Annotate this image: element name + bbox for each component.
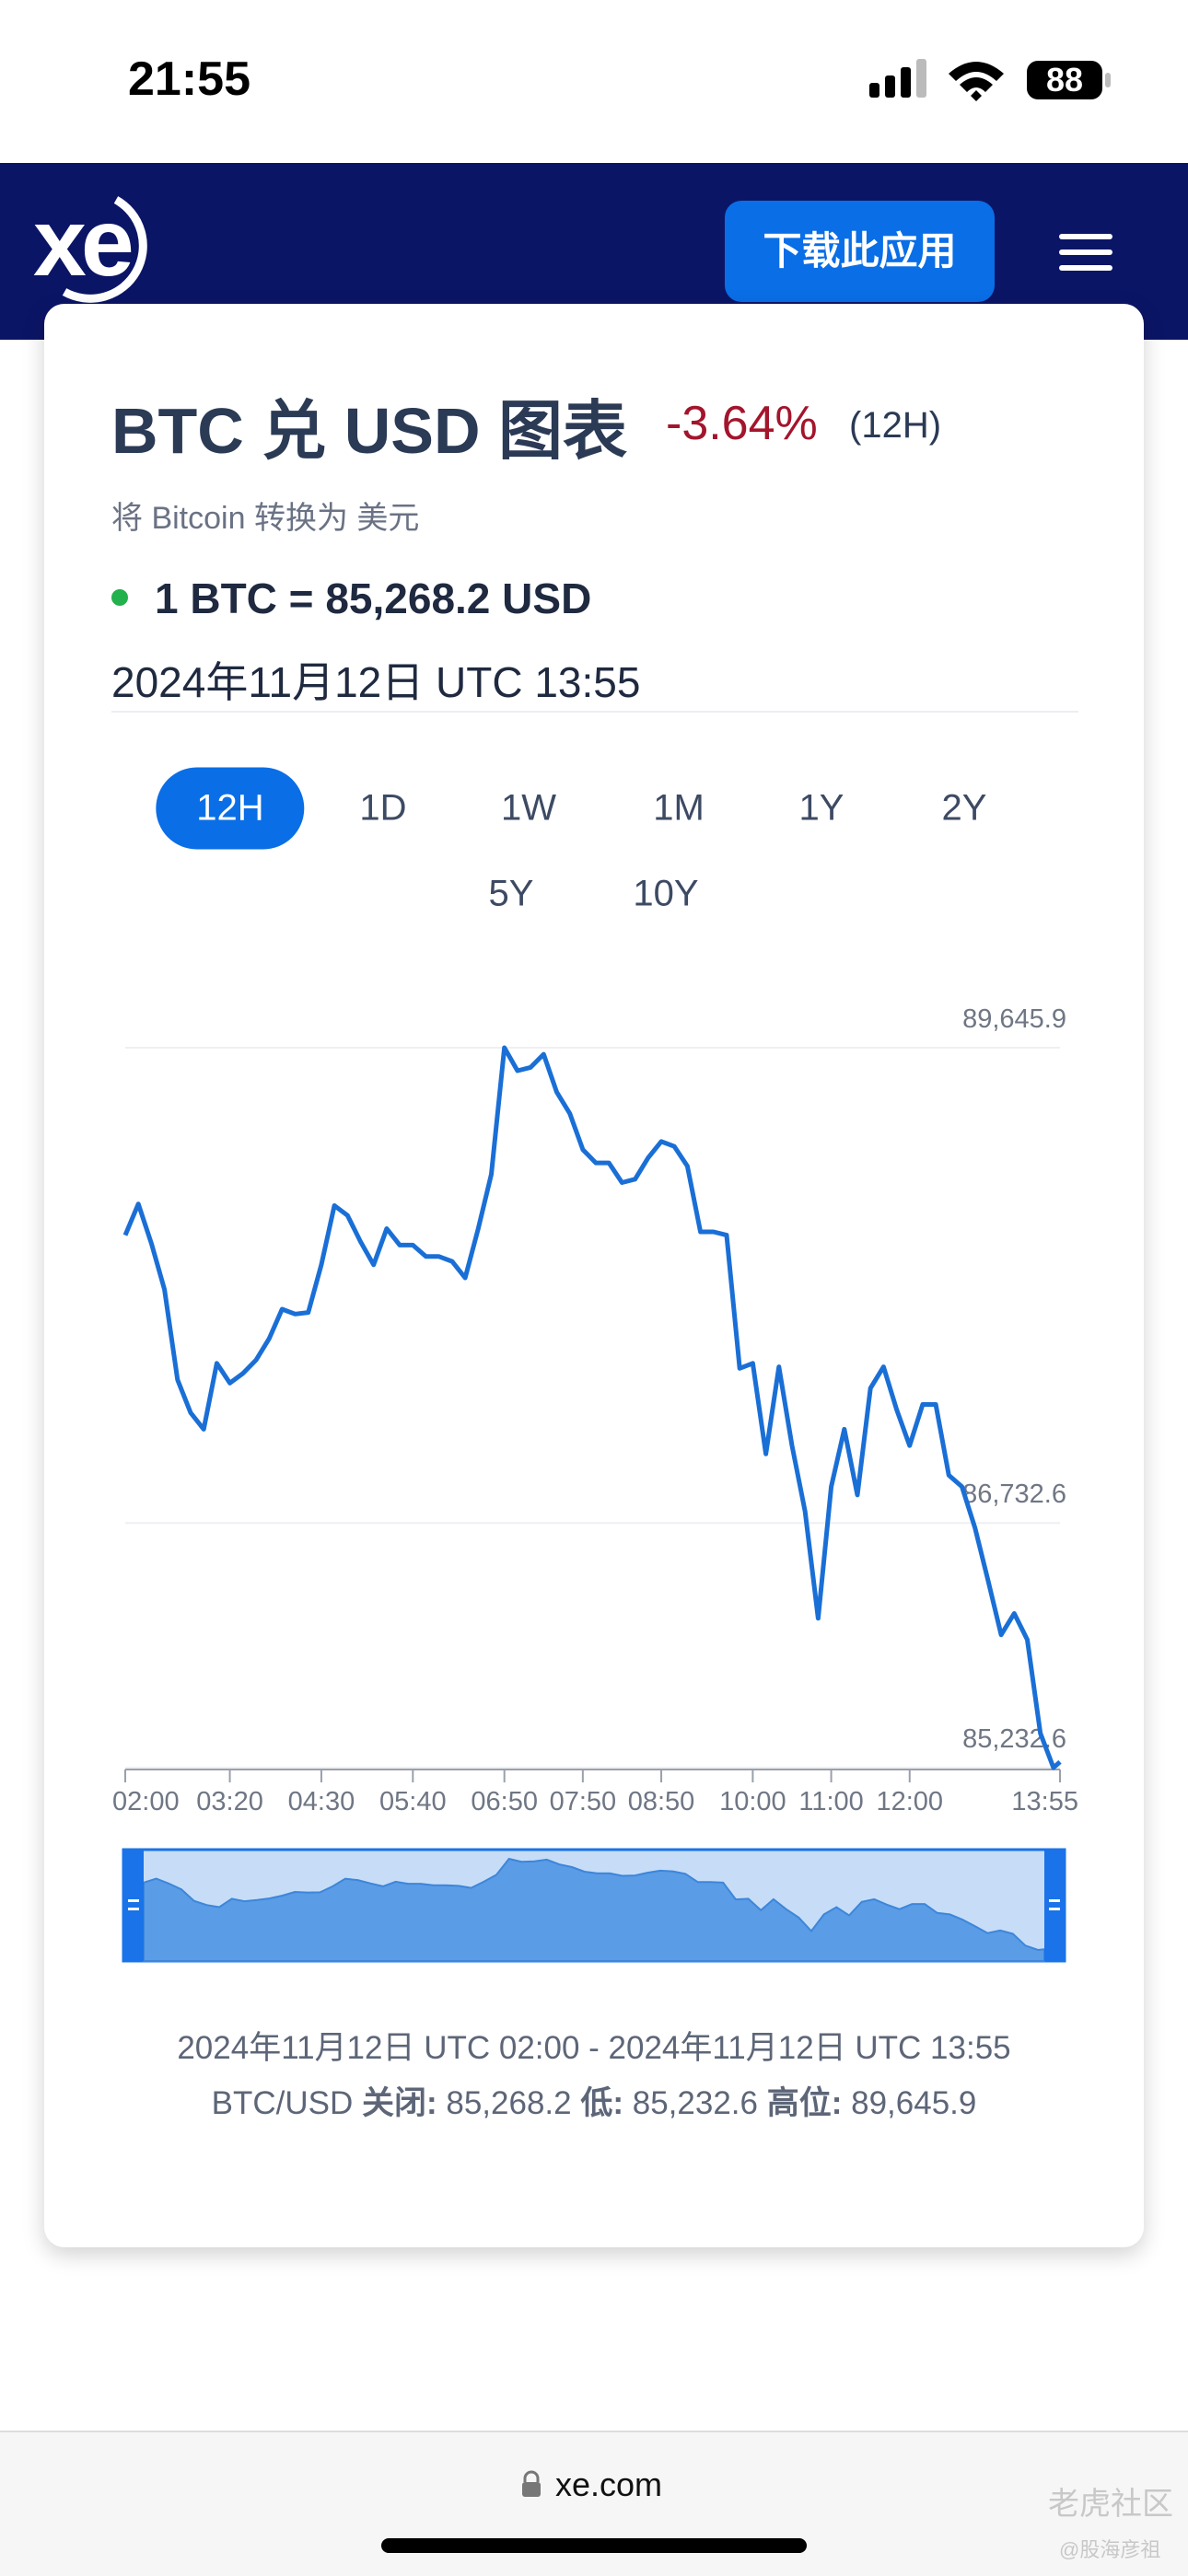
navigator-area — [143, 1857, 1045, 1962]
download-button[interactable]: 下载此应用 — [725, 201, 995, 302]
signal-bar — [869, 83, 879, 98]
close-label: 关闭: — [361, 2085, 437, 2121]
lock-icon — [522, 2470, 541, 2497]
signal-bar — [885, 75, 895, 98]
menu-line — [1059, 265, 1112, 271]
low-label: 低: — [580, 2085, 624, 2121]
logo-arc — [62, 196, 147, 303]
card-title: BTC 兑 USD 图表 — [111, 395, 627, 467]
watermark-author: @股海彦祖 — [1059, 2538, 1161, 2561]
lock-shackle — [523, 2470, 540, 2482]
home-indicator — [381, 2538, 807, 2553]
lock-body — [522, 2482, 541, 2497]
handle-grip — [128, 1908, 139, 1910]
signal-bar — [901, 67, 911, 98]
live-dot — [111, 589, 128, 606]
x-tick-label: 05:40 — [379, 1787, 447, 1816]
battery-icon — [1027, 61, 1102, 99]
range-tab[interactable]: 10Y — [633, 873, 699, 914]
x-tick-label: 08:50 — [628, 1787, 695, 1816]
menu-line — [1059, 249, 1112, 255]
y-tick-label: 89,645.9 — [962, 1004, 1066, 1034]
signal-bar — [916, 59, 926, 98]
low: 85,232.6 — [632, 2085, 758, 2121]
x-tick-label: 11:00 — [798, 1787, 863, 1816]
period: (12H) — [849, 405, 942, 446]
x-tick-label: 02:00 — [112, 1787, 180, 1816]
x-tick-label: 07:50 — [550, 1787, 617, 1816]
range-tab[interactable]: 5Y — [488, 873, 534, 914]
menu-line — [1059, 234, 1112, 239]
x-tick-label: 13:55 — [1011, 1787, 1078, 1816]
range-tab[interactable]: 1D — [359, 787, 407, 829]
watermark-brand: 老虎社区 — [1048, 2487, 1173, 2522]
pair: BTC/USD — [211, 2085, 354, 2121]
range-tab[interactable]: 1W — [501, 787, 556, 829]
handle-grip — [128, 1899, 139, 1902]
x-tick-label: 06:50 — [471, 1787, 538, 1816]
x-tick-label: 03:20 — [196, 1787, 263, 1816]
change: -3.64% — [666, 397, 818, 450]
x-tick-label: 12:00 — [876, 1787, 943, 1816]
range-tab[interactable]: 1Y — [798, 787, 844, 829]
battery-level: 88 — [1045, 61, 1084, 99]
logo[interactable]: xe — [33, 190, 134, 296]
battery-tip — [1105, 73, 1111, 87]
range-tab[interactable]: 1M — [653, 787, 705, 829]
handle-grip — [1049, 1899, 1060, 1902]
y-tick-label: 85,232.6 — [962, 1724, 1066, 1754]
y-tick-label: 86,732.6 — [962, 1479, 1066, 1509]
footer-summary: BTC/USD 关闭: 85,268.2 低: 85,232.6 高位: 89,… — [0, 2077, 1188, 2124]
close: 85,268.2 — [446, 2085, 572, 2121]
footer-range: 2024年11月12日 UTC 02:00 - 2024年11月12日 UTC … — [177, 2030, 1011, 2066]
range-tab[interactable]: 12H — [156, 767, 305, 850]
price-line — [122, 1045, 1062, 1770]
navigator-handle — [123, 1850, 144, 1961]
high: 89,645.9 — [851, 2085, 977, 2121]
range-tab[interactable]: 2Y — [941, 787, 987, 829]
rate: 1 BTC = 85,268.2 USD — [155, 574, 592, 622]
rate-date: 2024年11月12日 UTC 13:55 — [111, 658, 641, 706]
logo-ring — [62, 196, 147, 303]
url[interactable]: xe.com — [555, 2466, 663, 2503]
status-icons — [869, 59, 1111, 101]
navigator-handle — [1044, 1850, 1065, 1961]
x-tick-label: 04:30 — [288, 1787, 355, 1816]
subtitle: 将 Bitcoin 转换为 美元 — [111, 501, 420, 536]
status-time: 21:55 — [128, 52, 250, 106]
divider — [111, 711, 1078, 713]
handle-grip — [1049, 1908, 1060, 1910]
menu-button[interactable] — [1059, 232, 1112, 273]
high-label: 高位: — [766, 2085, 843, 2121]
chart: 85,232.6 86,732.6 89,645.9 02:00 03:20 04:30 0… — [112, 1004, 1078, 1963]
wifi-icon — [949, 62, 1004, 101]
x-tick-label: 10:00 — [719, 1787, 786, 1816]
